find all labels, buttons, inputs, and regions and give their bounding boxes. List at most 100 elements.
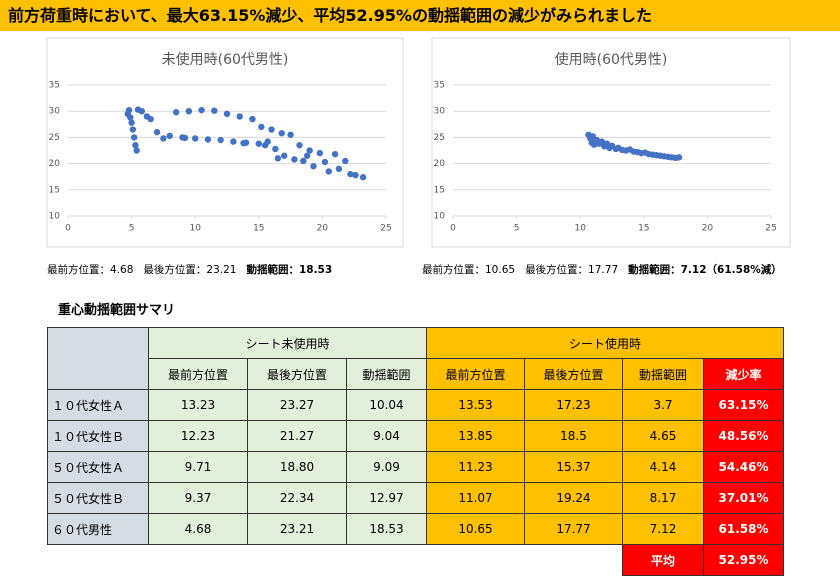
table-row: 平均 52.95%	[48, 544, 784, 576]
x-tick-label: 20	[702, 224, 714, 234]
table-cell: ５０代女性Ａ	[47, 451, 149, 483]
table-cell: 13.23	[148, 389, 248, 421]
point	[181, 134, 189, 142]
point	[310, 163, 317, 170]
table-cell: 48.56%	[703, 420, 784, 452]
table-cell	[427, 545, 525, 576]
table-cell: 52.95%	[703, 544, 784, 576]
caption-front: 最前方位置：4.68	[47, 264, 134, 276]
point	[138, 108, 145, 115]
table-cell: 最前方位置	[148, 358, 248, 390]
point	[236, 113, 243, 120]
chart-title: 使用時(60代男性)	[555, 51, 668, 68]
y-tick-label: 20	[49, 159, 61, 169]
y-tick-label: 35	[434, 81, 445, 91]
point	[204, 136, 212, 143]
table-cell: 23.27	[247, 389, 347, 421]
table-cell: 13.53	[426, 389, 525, 421]
point	[127, 114, 134, 121]
point	[291, 156, 298, 163]
y-tick-label: 35	[49, 81, 60, 91]
table-heading: 重心動揺範囲サマリ	[58, 303, 176, 318]
point	[675, 154, 683, 161]
x-tick-label: 0	[65, 224, 71, 234]
x-tick-label: 25	[380, 224, 391, 234]
point	[321, 158, 329, 166]
caption-range: 動揺範囲：7.12（61.58%減）	[628, 264, 782, 276]
table-row: １０代女性Ａ 13.23 23.27 10.04 13.53 17.23 3.7 63.15%	[47, 389, 784, 421]
y-tick-label: 20	[434, 159, 446, 169]
point	[303, 152, 311, 159]
table-cell: 最後方位置	[524, 358, 623, 390]
y-tick-label: 10	[49, 212, 61, 222]
point	[274, 155, 282, 162]
table-cell: ５０代女性Ｂ	[47, 482, 149, 514]
table-cell: ６０代男性	[47, 513, 149, 545]
table-cell	[347, 545, 427, 576]
point	[166, 132, 173, 140]
point	[249, 115, 256, 123]
table-cell: 動揺範囲	[622, 358, 704, 390]
chart-panel	[46, 37, 404, 248]
table-cell: 4.68	[148, 513, 248, 545]
table-cell: 7.12	[622, 513, 704, 545]
table-cell: １０代女性Ａ	[47, 389, 149, 421]
table-row: ５０代女性Ａ 9.71 18.80 9.09 11.23 15.37 4.14 54.46%	[47, 451, 784, 483]
table-cell: 63.15%	[703, 389, 784, 421]
x-tick-label: 25	[765, 224, 776, 234]
table-cell: 平均	[622, 544, 704, 576]
table-cell: 61.58%	[703, 513, 784, 545]
y-tick-label: 30	[49, 107, 61, 117]
point	[335, 165, 343, 173]
point	[132, 142, 139, 149]
y-tick-label: 25	[49, 133, 60, 143]
point	[342, 157, 349, 165]
x-tick-label: 20	[317, 224, 329, 234]
table-cell: 最前方位置	[426, 358, 525, 390]
point	[160, 135, 167, 142]
point	[316, 149, 324, 157]
chart-title: 未使用時(60代男性)	[162, 51, 289, 68]
table-row: シート未使用時 シート使用時	[47, 327, 784, 390]
y-tick-label: 10	[434, 212, 446, 222]
x-tick-label: 5	[514, 224, 520, 234]
table-cell	[149, 545, 248, 576]
table-cell: 10.65	[426, 513, 525, 545]
table-row: ５０代女性Ｂ 9.37 22.34 12.97 11.07 19.24 8.17 37.01%	[47, 482, 784, 514]
table-cell: 9.04	[346, 420, 427, 452]
point	[268, 126, 275, 133]
x-tick-label: 10	[189, 224, 201, 234]
table-cell: 18.80	[247, 451, 347, 483]
table-cell: 8.17	[622, 482, 704, 514]
caption: 最前方位置：10.65 最後方位置：17.77 動揺範囲：7.12（61.58%減）	[422, 262, 782, 277]
table-cell	[248, 545, 347, 576]
table-cell: 15.37	[524, 451, 623, 483]
point	[185, 108, 193, 115]
table-cell: 37.01%	[703, 482, 784, 514]
point	[198, 106, 205, 114]
x-tick-label: 10	[574, 224, 586, 234]
point	[125, 106, 133, 114]
x-tick-label: 5	[129, 224, 135, 234]
table-cell: 4.65	[622, 420, 704, 452]
point	[153, 128, 161, 136]
x-tick-label: 15	[253, 224, 264, 234]
table-cell: 21.27	[247, 420, 347, 452]
point	[331, 150, 339, 158]
point	[129, 126, 137, 133]
table-cell: 9.71	[148, 451, 248, 483]
table-cell: １０代女性Ｂ	[47, 420, 149, 452]
table-cell: 13.85	[426, 420, 525, 452]
y-tick-label: 15	[434, 185, 445, 195]
point	[240, 139, 247, 147]
table-cell: 19.24	[524, 482, 623, 514]
table-cell: 4.14	[622, 451, 704, 483]
x-tick-label: 0	[450, 224, 456, 234]
table-cell: 10.04	[346, 389, 427, 421]
point	[281, 152, 288, 159]
table-cell: 54.46%	[703, 451, 784, 483]
point	[287, 131, 294, 138]
table-cell: 23.21	[247, 513, 347, 545]
table-cell: 9.09	[346, 451, 427, 483]
